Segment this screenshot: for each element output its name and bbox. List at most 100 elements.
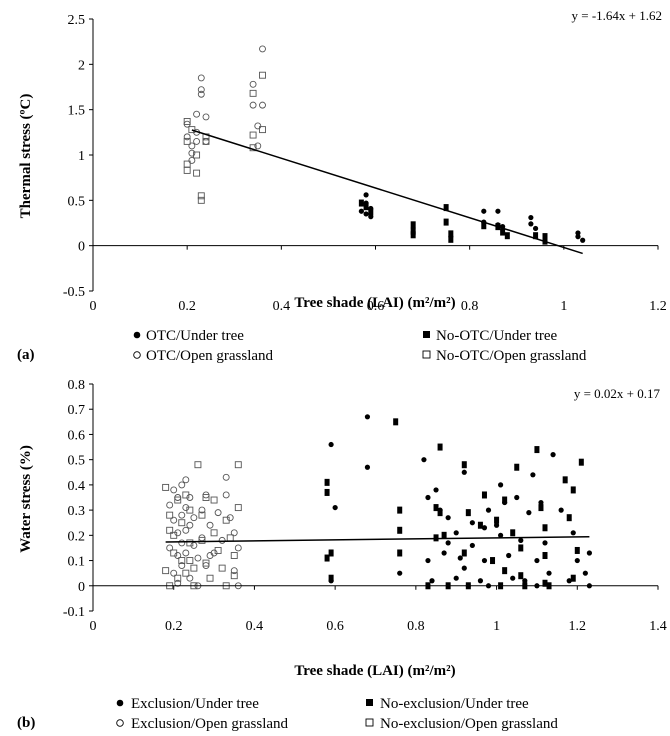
point-b-filled-circle-0 [328,441,334,448]
trendline-a [191,129,583,255]
point-a-open-square-6 [193,169,201,177]
chart-panel-a: 0 0.2 0.4 0.6 0.8 1 1.2 -0.5 0 0.5 1 1.5 2 2.5 y = -1… [17,8,667,364]
x-tick-label-b-2: 0.4 [246,619,264,634]
point-b-open-circle-12 [178,562,186,570]
point-a-open-circle-1 [183,133,191,141]
point-b-filled-circle-43 [574,557,580,564]
point-a-open-circle-5 [193,137,201,145]
x-tick-label-a-3: 0.6 [367,299,385,314]
x-tick-label-b-0: 0 [90,619,97,634]
point-b-open-circle-14 [182,504,190,512]
point-a-filled-circle-12 [528,221,534,227]
point-a-filled-square-3 [410,221,416,229]
point-b-open-square-28 [226,534,234,542]
y-axis-title-b: Water stress (%) [18,445,34,553]
point-b-open-circle-36 [234,544,242,552]
point-b-filled-square-42 [502,567,508,575]
point-b-filled-circle-3 [364,414,371,420]
point-b-filled-square-15 [461,461,467,469]
point-b-filled-circle-46 [586,550,592,556]
point-b-filled-circle-27 [506,552,512,559]
point-a-open-square-11 [249,89,257,97]
point-b-open-square-4 [170,531,178,539]
legend-a: OTC/Under tree No-OTC/Under tree OTC/Ope… [133,328,587,364]
point-b-open-square-2 [166,511,174,519]
point-b-filled-circle-14 [453,575,459,581]
point-b-open-square-11 [182,569,190,577]
point-b-open-circle-13 [182,476,190,484]
equation-label-a: y = -1.64x + 1.62 [572,8,663,23]
point-b-open-square-24 [214,547,222,554]
point-b-open-circle-38 [222,491,230,499]
point-a-open-circle-11 [202,113,210,121]
point-b-filled-circle-51 [498,482,504,488]
point-b-open-circle-15 [182,526,190,534]
legend-marker-b-2 [366,699,373,706]
point-b-open-circle-35 [230,529,238,537]
y-tick-label-b-1: 0 [78,580,85,595]
point-b-filled-square-39 [578,458,584,466]
point-b-filled-square-12 [437,509,443,517]
point-a-filled-circle-4 [363,211,369,217]
y-tick-label-b-9: 0.8 [68,378,86,393]
point-b-open-circle-24 [198,506,206,514]
point-b-open-square-10 [182,491,190,499]
legend-item-a-2: No-OTC/Under tree [423,328,558,344]
point-a-open-square-7 [197,192,205,200]
point-b-open-circle-16 [182,549,190,557]
chart-panel-b: 0 0.2 0.4 0.6 0.8 1 1.2 1.4 -0.1 0 0.1 0.2 0.3 0.4 0.5… [17,378,667,732]
point-a-filled-circle-11 [528,214,534,221]
point-b-filled-square-20 [490,557,496,565]
point-b-filled-circle-11 [445,515,451,521]
point-b-open-circle-20 [190,514,198,522]
point-b-filled-circle-12 [445,540,451,546]
point-b-filled-circle-42 [570,530,576,536]
point-b-open-square-5 [170,549,178,557]
legend-marker-a-3 [133,351,141,359]
point-b-filled-circle-44 [582,570,588,576]
point-a-filled-circle-8 [495,208,501,214]
point-a-open-circle-17 [259,45,266,53]
point-b-filled-circle-48 [441,550,447,556]
legend-marker-a-4 [422,350,431,359]
point-a-filled-square-8 [448,230,454,238]
point-a-open-circle-9 [197,86,205,94]
point-b-filled-circle-34 [534,557,540,564]
y-tick-label-b-5: 0.4 [68,479,86,494]
point-b-open-square-0 [162,483,170,491]
point-b-filled-square-34 [562,476,568,484]
point-b-open-circle-34 [230,567,238,575]
point-b-filled-circle-1 [332,504,338,511]
point-b-filled-circle-32 [526,510,532,516]
point-b-filled-circle-9 [429,578,435,584]
point-a-filled-square-0 [358,199,364,207]
point-a-filled-circle-14 [575,230,581,236]
x-tick-label-a-1: 0.2 [178,299,196,314]
x-tick-label-a-0: 0 [90,299,97,314]
legend-marker-a-1 [133,331,141,339]
point-b-filled-circle-18 [469,520,475,526]
point-b-filled-square-26 [518,544,524,552]
x-tick-label-a-5: 1 [560,299,567,314]
point-b-filled-square-27 [518,572,524,580]
point-b-open-square-9 [178,557,186,565]
point-b-filled-square-18 [477,521,483,529]
point-a-filled-square-6 [443,204,449,212]
point-b-filled-square-25 [514,463,520,471]
point-a-open-square-5 [193,151,201,159]
point-b-open-circle-9 [178,481,186,489]
legend-label-b-3: Exclusion/Open grassland [131,716,289,732]
point-b-filled-square-29 [534,446,540,454]
y-tick-label-a-1: 0 [78,240,85,255]
point-b-filled-square-6 [397,506,403,514]
trendline-b [165,535,590,543]
legend-item-b-1: Exclusion/Under tree [116,696,259,712]
series-layer-a [183,45,586,245]
legend-b: Exclusion/Under tree No-exclusion/Under … [116,696,558,732]
point-a-open-square-14 [259,71,266,79]
point-b-filled-square-16 [461,549,467,557]
legend-item-b-4: No-exclusion/Open grassland [365,716,558,732]
point-a-open-circle-8 [197,74,205,82]
y-tick-label-b-8: 0.7 [68,403,86,418]
point-b-open-circle-30 [214,509,222,517]
